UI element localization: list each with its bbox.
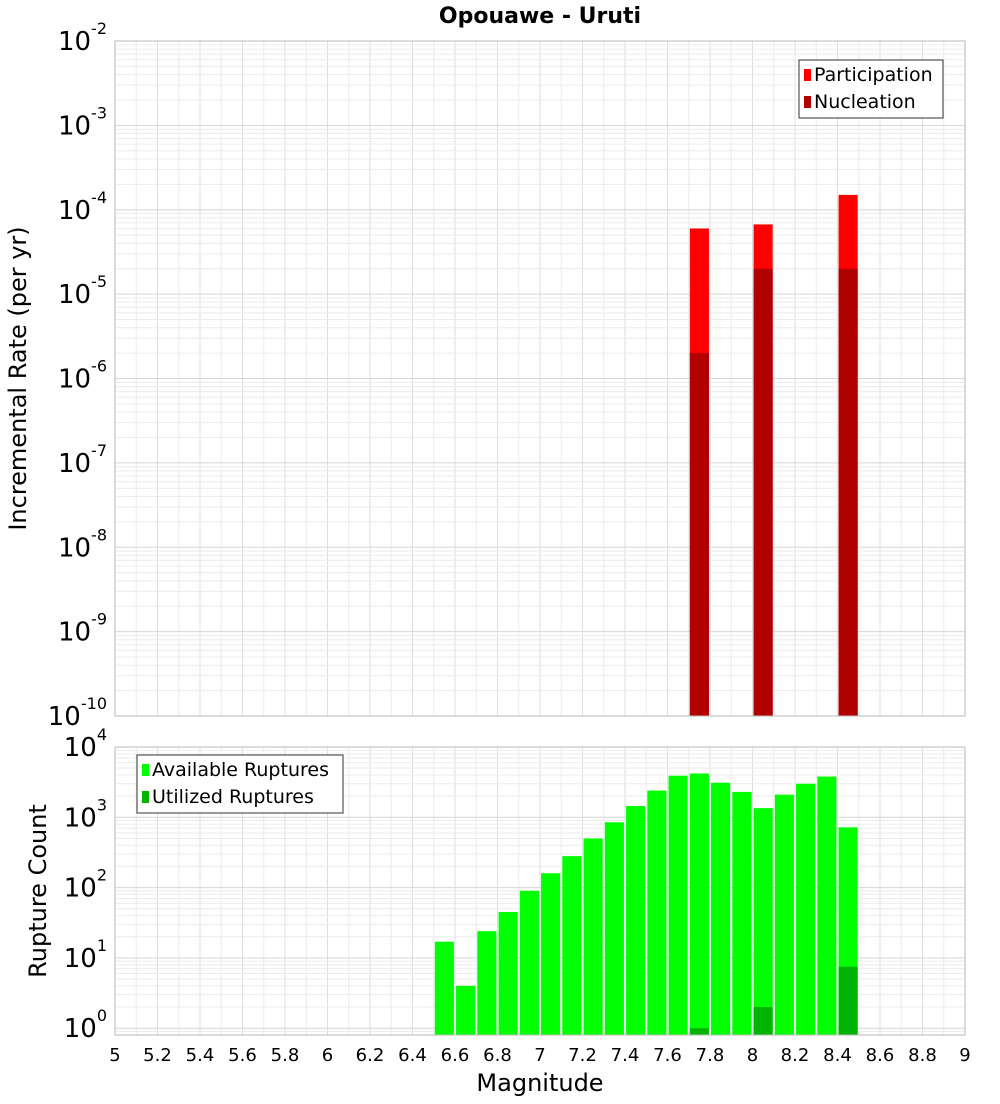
- y-tick-exponent: -4: [91, 188, 107, 207]
- bar-available-ruptures: [477, 931, 497, 1035]
- y-tick-label: 10-3: [58, 103, 107, 141]
- bar-utilized-ruptures: [689, 1028, 709, 1035]
- plot-frame: [114, 40, 966, 717]
- y-tick-exponent: 0: [97, 1006, 107, 1025]
- y-tick-exponent: -2: [91, 19, 107, 38]
- grid: [114, 40, 966, 717]
- x-tick-label: 7.2: [568, 1045, 597, 1066]
- legend-swatch: [142, 764, 149, 776]
- bar-nucleation: [753, 268, 773, 716]
- y-tick-label: 10-9: [58, 610, 107, 648]
- y-tick-label: 10-2: [58, 19, 107, 57]
- x-tick-label: 7.8: [696, 1045, 725, 1066]
- bar-available-ruptures: [732, 791, 752, 1035]
- x-tick-label: 6: [322, 1045, 333, 1066]
- legend-entry: Available Ruptures: [152, 759, 329, 781]
- bar-available-ruptures: [689, 773, 709, 1035]
- bar-available-ruptures: [498, 911, 518, 1035]
- legend-swatch: [804, 69, 811, 81]
- bar-utilized-ruptures: [838, 966, 858, 1035]
- x-tick-label: 8: [747, 1045, 758, 1066]
- y-tick-label: 102: [64, 866, 107, 904]
- x-tick-label: 7: [534, 1045, 545, 1066]
- bar-nucleation: [838, 268, 858, 716]
- legend-box: [136, 754, 344, 814]
- y-tick-exponent: -3: [91, 103, 107, 122]
- bar-available-ruptures: [626, 805, 646, 1035]
- bar-available-ruptures: [817, 776, 837, 1035]
- legend-entry: Nucleation: [814, 91, 916, 113]
- x-tick-label: 5.6: [228, 1045, 257, 1066]
- legend-box: [798, 59, 944, 119]
- y-tick-label: 10-6: [58, 357, 107, 395]
- y-tick-label: 101: [64, 936, 107, 974]
- x-tick-label: 8.2: [781, 1045, 810, 1066]
- bar-available-ruptures: [668, 775, 688, 1035]
- y-tick-label: 10-4: [58, 188, 107, 226]
- bar-available-ruptures: [796, 783, 816, 1035]
- y-tick-exponent: -6: [91, 357, 107, 376]
- y-tick-label: 10-7: [58, 441, 107, 479]
- legend: Available Ruptures Utilized Ruptures: [136, 754, 344, 814]
- y-tick-exponent: -10: [81, 694, 107, 713]
- y-axis-label: Incremental Rate (per yr): [4, 226, 32, 530]
- y-tick-label: 10-8: [58, 525, 107, 563]
- bar-utilized-ruptures: [753, 1007, 773, 1035]
- y-tick-exponent: -7: [91, 441, 107, 460]
- x-tick-label: 8.8: [908, 1045, 937, 1066]
- y-tick-exponent: 1: [97, 936, 107, 955]
- bars: [689, 194, 858, 717]
- bar-available-ruptures: [711, 782, 731, 1035]
- x-tick-label: 7.4: [611, 1045, 640, 1066]
- bar-available-ruptures: [456, 985, 476, 1035]
- y-tick-label: 103: [64, 795, 107, 833]
- y-tick-exponent: 2: [97, 866, 107, 885]
- y-tick-exponent: -5: [91, 272, 107, 291]
- y-axis-label: Rupture Count: [24, 804, 52, 978]
- bars: [434, 773, 858, 1035]
- legend-entry: Utilized Ruptures: [152, 786, 314, 808]
- plot-frame: [114, 746, 966, 1036]
- x-tick-label: 9: [959, 1045, 970, 1066]
- count-panel: 100 101 102 103 1 0 4 5 5.2 5.4 5.6 5.8 6 6.2 6.4 6.6 6.…: [24, 725, 971, 1097]
- legend: Participation Nucleation: [798, 59, 944, 119]
- x-tick-label: 5.8: [271, 1045, 300, 1066]
- y-tick-exponent: -8: [91, 525, 107, 544]
- y-tick-label: 10-5: [58, 272, 107, 310]
- y-tick-exponent: -9: [91, 610, 107, 629]
- bar-available-ruptures: [604, 822, 624, 1035]
- y-tick-exponent: 4: [97, 725, 107, 744]
- y-tick-label: 100: [64, 1006, 107, 1044]
- y-tick-exponent: 3: [97, 795, 107, 814]
- rate-panel: 10-1010-910-810-710-610-510-410-310-2Inc…: [4, 4, 966, 732]
- legend-swatch: [804, 96, 811, 108]
- x-axis-label: Magnitude: [476, 1069, 603, 1097]
- legend-swatch: [142, 791, 149, 803]
- bar-available-ruptures: [583, 838, 603, 1035]
- x-tick-label: 6.6: [441, 1045, 470, 1066]
- bar-available-ruptures: [774, 794, 794, 1035]
- bar-available-ruptures: [434, 941, 454, 1035]
- bar-available-ruptures: [647, 790, 667, 1035]
- x-tick-label: 8.4: [823, 1045, 852, 1066]
- bar-available-ruptures: [753, 808, 773, 1035]
- x-tick-label: 6.4: [398, 1045, 427, 1066]
- bar-nucleation: [689, 353, 709, 716]
- bar-available-ruptures: [562, 856, 582, 1035]
- x-tick-label: 7.6: [653, 1045, 682, 1066]
- x-tick-label: 6.8: [483, 1045, 512, 1066]
- legend-entry: Participation: [814, 64, 933, 86]
- x-tick-label: 5.2: [143, 1045, 172, 1066]
- bar-available-ruptures: [541, 873, 561, 1035]
- x-tick-label: 5: [109, 1045, 120, 1066]
- x-tick-label: 5.4: [186, 1045, 215, 1066]
- chart-title: Opouawe - Uruti: [439, 4, 641, 29]
- x-tick-label: 6.2: [356, 1045, 385, 1066]
- bar-available-ruptures: [519, 890, 539, 1035]
- x-tick-label: 8.6: [866, 1045, 895, 1066]
